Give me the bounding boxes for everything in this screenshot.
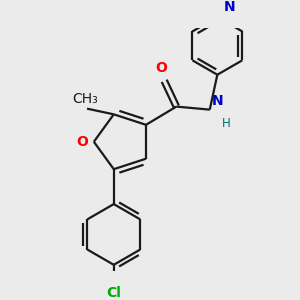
Text: N: N	[224, 0, 235, 14]
Text: CH₃: CH₃	[73, 92, 98, 106]
Text: H: H	[222, 117, 231, 130]
Text: N: N	[211, 94, 223, 108]
Text: O: O	[155, 61, 167, 75]
Text: Cl: Cl	[106, 286, 121, 300]
Text: O: O	[76, 135, 88, 149]
